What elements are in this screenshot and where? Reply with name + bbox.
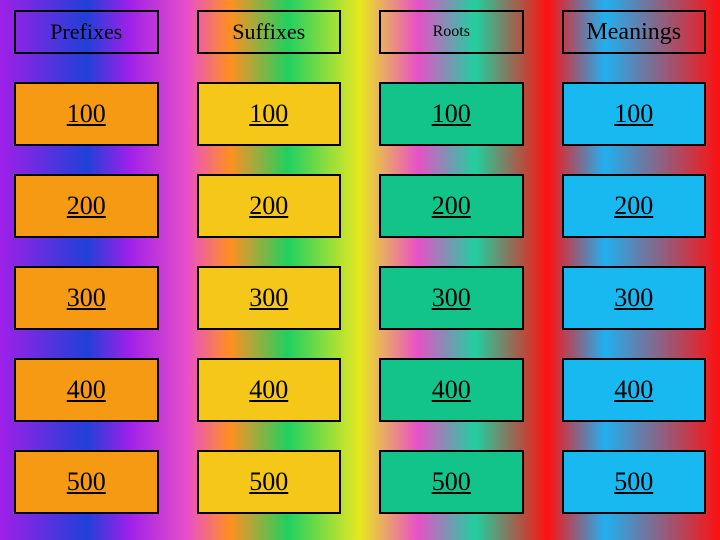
cell-value: 200 — [432, 191, 471, 221]
header-label: Suffixes — [232, 19, 305, 45]
cell-value: 500 — [432, 467, 471, 497]
cell-value: 100 — [614, 99, 653, 129]
cell-value: 300 — [432, 283, 471, 313]
header-label: Roots — [433, 23, 470, 41]
cell-value: 300 — [249, 283, 288, 313]
cell-value: 300 — [614, 283, 653, 313]
cell-meanings-100[interactable]: 100 — [562, 82, 707, 146]
header-label: Meanings — [586, 19, 681, 46]
cell-roots-500[interactable]: 500 — [379, 450, 524, 514]
cell-prefixes-300[interactable]: 300 — [14, 266, 159, 330]
cell-value: 500 — [249, 467, 288, 497]
cell-prefixes-500[interactable]: 500 — [14, 450, 159, 514]
cell-prefixes-400[interactable]: 400 — [14, 358, 159, 422]
cell-suffixes-400[interactable]: 400 — [197, 358, 342, 422]
cell-roots-400[interactable]: 400 — [379, 358, 524, 422]
header-prefixes: Prefixes — [14, 10, 159, 54]
header-roots: Roots — [379, 10, 524, 54]
cell-meanings-300[interactable]: 300 — [562, 266, 707, 330]
cell-meanings-400[interactable]: 400 — [562, 358, 707, 422]
cell-value: 500 — [614, 467, 653, 497]
cell-suffixes-100[interactable]: 100 — [197, 82, 342, 146]
cell-suffixes-200[interactable]: 200 — [197, 174, 342, 238]
cell-roots-300[interactable]: 300 — [379, 266, 524, 330]
cell-value: 400 — [249, 375, 288, 405]
cell-value: 400 — [67, 375, 106, 405]
cell-suffixes-500[interactable]: 500 — [197, 450, 342, 514]
cell-value: 200 — [67, 191, 106, 221]
cell-value: 100 — [67, 99, 106, 129]
cell-roots-200[interactable]: 200 — [379, 174, 524, 238]
cell-value: 400 — [432, 375, 471, 405]
cell-prefixes-100[interactable]: 100 — [14, 82, 159, 146]
cell-meanings-500[interactable]: 500 — [562, 450, 707, 514]
header-suffixes: Suffixes — [197, 10, 342, 54]
header-label: Prefixes — [50, 19, 122, 45]
cell-value: 500 — [67, 467, 106, 497]
cell-value: 300 — [67, 283, 106, 313]
cell-prefixes-200[interactable]: 200 — [14, 174, 159, 238]
cell-roots-100[interactable]: 100 — [379, 82, 524, 146]
cell-value: 200 — [614, 191, 653, 221]
cell-value: 100 — [249, 99, 288, 129]
header-meanings: Meanings — [562, 10, 707, 54]
jeopardy-board: Prefixes Suffixes Roots Meanings 100 100… — [0, 0, 720, 540]
cell-value: 100 — [432, 99, 471, 129]
cell-value: 400 — [614, 375, 653, 405]
cell-value: 200 — [249, 191, 288, 221]
cell-meanings-200[interactable]: 200 — [562, 174, 707, 238]
cell-suffixes-300[interactable]: 300 — [197, 266, 342, 330]
